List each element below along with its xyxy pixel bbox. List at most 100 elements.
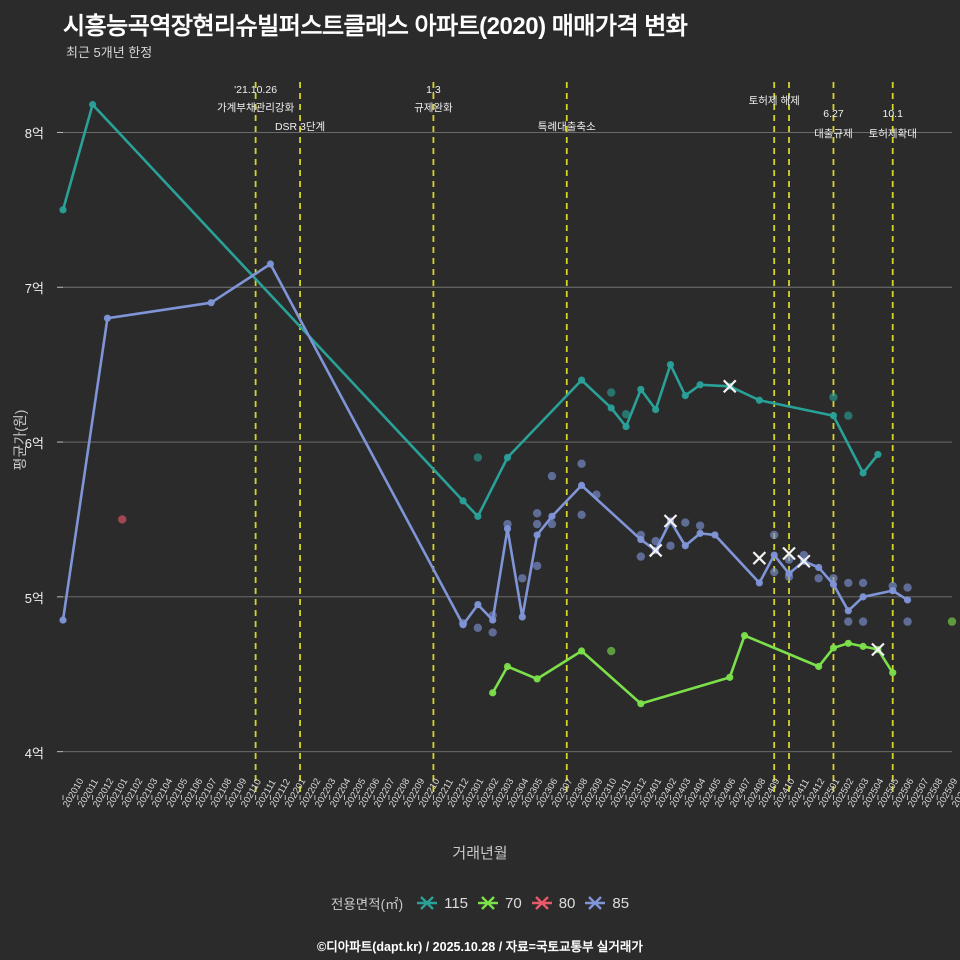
data-point-85[interactable] bbox=[815, 563, 823, 572]
data-point-85[interactable] bbox=[266, 260, 275, 268]
data-point-115[interactable] bbox=[473, 453, 483, 462]
data-point-85[interactable] bbox=[844, 578, 853, 588]
cross-marker-115[interactable] bbox=[722, 379, 737, 394]
data-point-85[interactable] bbox=[207, 299, 215, 307]
data-point-115[interactable] bbox=[607, 388, 616, 397]
data-point-85[interactable] bbox=[488, 628, 497, 637]
data-point-115[interactable] bbox=[844, 411, 853, 420]
data-point-85[interactable] bbox=[889, 587, 897, 595]
data-point-85[interactable] bbox=[681, 542, 689, 550]
data-point-85[interactable] bbox=[755, 579, 763, 587]
data-point-85[interactable] bbox=[696, 529, 704, 537]
data-point-85[interactable] bbox=[474, 600, 482, 609]
cross-marker-70[interactable] bbox=[871, 642, 885, 657]
data-point-70[interactable] bbox=[829, 644, 838, 652]
data-point-70[interactable] bbox=[859, 642, 867, 650]
data-point-115[interactable] bbox=[459, 497, 467, 505]
data-point-85[interactable] bbox=[859, 593, 867, 601]
data-point-85[interactable] bbox=[518, 574, 527, 583]
data-point-85[interactable] bbox=[103, 314, 112, 322]
data-point-85[interactable] bbox=[473, 623, 483, 633]
data-point-70[interactable] bbox=[637, 700, 645, 708]
cross-marker-85[interactable] bbox=[648, 543, 663, 558]
data-point-85[interactable] bbox=[547, 471, 557, 481]
data-point-115[interactable] bbox=[696, 381, 704, 389]
data-point-85[interactable] bbox=[903, 583, 912, 592]
data-point-85[interactable] bbox=[844, 607, 852, 615]
data-point-115[interactable] bbox=[89, 100, 97, 109]
data-point-85[interactable] bbox=[592, 490, 601, 499]
data-point-70[interactable] bbox=[844, 639, 852, 647]
data-point-85[interactable] bbox=[547, 519, 557, 529]
legend-item-70[interactable]: 70 bbox=[477, 894, 522, 912]
data-point-115[interactable] bbox=[607, 404, 615, 412]
cross-marker-85[interactable] bbox=[782, 546, 796, 561]
data-point-70[interactable] bbox=[577, 647, 586, 655]
data-point-70[interactable] bbox=[889, 669, 897, 677]
data-point-85[interactable] bbox=[533, 531, 541, 539]
data-point-115[interactable] bbox=[829, 392, 838, 402]
data-point-85[interactable] bbox=[770, 551, 778, 559]
data-point-70[interactable] bbox=[533, 675, 541, 683]
data-point-115[interactable] bbox=[859, 469, 867, 477]
data-point-115[interactable] bbox=[474, 512, 482, 520]
legend-item-80[interactable]: 80 bbox=[531, 894, 575, 912]
cross-marker-85[interactable] bbox=[663, 514, 678, 528]
data-point-85[interactable] bbox=[503, 525, 512, 533]
data-point-85[interactable] bbox=[59, 616, 67, 624]
data-point-115[interactable] bbox=[637, 385, 645, 394]
data-point-85[interactable] bbox=[903, 596, 912, 604]
data-point-115[interactable] bbox=[577, 376, 586, 384]
legend-item-115[interactable]: 115 bbox=[416, 894, 468, 912]
data-point-115[interactable] bbox=[681, 392, 689, 400]
data-point-115[interactable] bbox=[503, 453, 512, 462]
data-point-70[interactable] bbox=[503, 662, 512, 671]
data-point-70[interactable] bbox=[726, 673, 734, 681]
data-point-85[interactable] bbox=[695, 521, 705, 530]
data-point-85[interactable] bbox=[577, 459, 586, 468]
data-point-70[interactable] bbox=[947, 617, 957, 626]
data-point-85[interactable] bbox=[636, 552, 646, 561]
data-point-85[interactable] bbox=[770, 567, 779, 577]
data-point-115[interactable] bbox=[652, 405, 660, 414]
data-point-85[interactable] bbox=[637, 535, 645, 544]
data-point-85[interactable] bbox=[711, 531, 719, 539]
data-point-85[interactable] bbox=[532, 509, 542, 518]
data-point-85[interactable] bbox=[844, 617, 853, 626]
data-point-115[interactable] bbox=[874, 450, 882, 459]
data-point-85[interactable] bbox=[784, 555, 794, 564]
data-point-85[interactable] bbox=[666, 541, 675, 550]
data-point-85[interactable] bbox=[681, 518, 690, 527]
data-point-85[interactable] bbox=[903, 617, 912, 626]
data-point-115[interactable] bbox=[59, 206, 67, 214]
cross-marker-85[interactable] bbox=[752, 551, 767, 565]
data-point-115[interactable] bbox=[666, 361, 675, 369]
data-point-85[interactable] bbox=[858, 617, 868, 626]
data-point-70[interactable] bbox=[815, 662, 823, 671]
data-point-115[interactable] bbox=[621, 409, 631, 419]
data-point-85[interactable] bbox=[785, 570, 793, 578]
data-point-115[interactable] bbox=[755, 396, 763, 404]
data-point-85[interactable] bbox=[651, 536, 660, 546]
data-point-115[interactable] bbox=[622, 422, 630, 431]
data-point-85[interactable] bbox=[770, 530, 779, 540]
data-point-85[interactable] bbox=[577, 481, 586, 489]
data-point-85[interactable] bbox=[459, 621, 467, 629]
data-point-85[interactable] bbox=[829, 574, 838, 583]
data-point-85[interactable] bbox=[518, 613, 526, 621]
data-point-85[interactable] bbox=[799, 550, 809, 560]
cross-marker-85[interactable] bbox=[797, 554, 811, 569]
data-point-85[interactable] bbox=[532, 561, 542, 571]
data-point-80[interactable] bbox=[118, 515, 127, 524]
data-point-70[interactable] bbox=[740, 631, 749, 640]
data-point-85[interactable] bbox=[829, 580, 838, 589]
legend-item-85[interactable]: 85 bbox=[584, 894, 629, 912]
data-point-85[interactable] bbox=[858, 578, 868, 588]
data-point-70[interactable] bbox=[607, 646, 616, 656]
data-point-85[interactable] bbox=[489, 616, 497, 624]
data-point-85[interactable] bbox=[577, 510, 586, 520]
data-point-70[interactable] bbox=[489, 689, 497, 697]
data-point-85[interactable] bbox=[548, 512, 556, 520]
data-point-115[interactable] bbox=[829, 412, 838, 420]
data-point-85[interactable] bbox=[814, 574, 823, 583]
